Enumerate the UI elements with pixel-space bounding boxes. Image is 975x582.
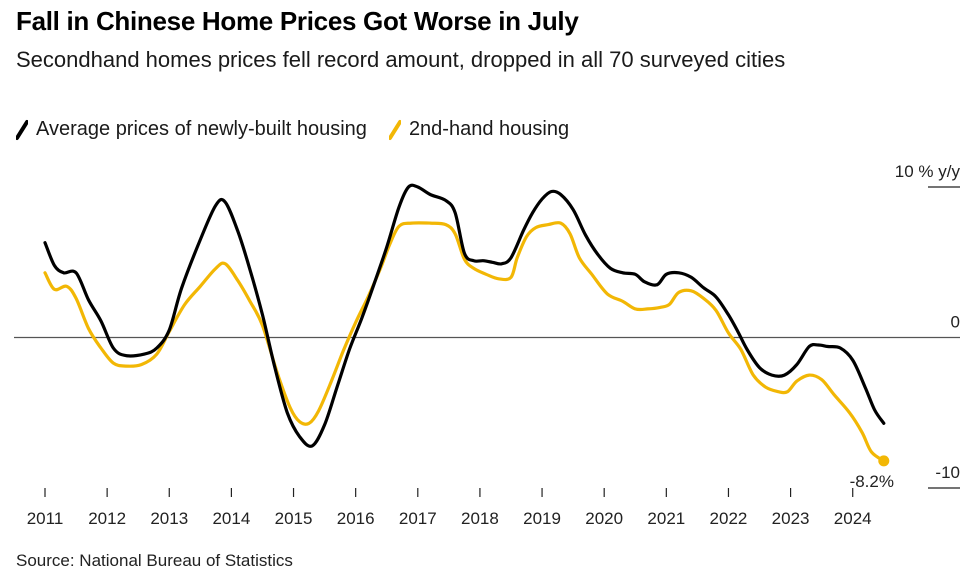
x-tick-label: 2024 <box>834 509 872 528</box>
x-tick-label: 2016 <box>337 509 375 528</box>
x-tick-label: 2012 <box>88 509 126 528</box>
legend: Average prices of newly-built housing 2n… <box>16 118 591 141</box>
series-line-secondhand <box>43 221 886 463</box>
legend-item-secondhand: 2nd-hand housing <box>388 118 570 141</box>
legend-label-new-housing: Average prices of newly-built housing <box>36 118 367 140</box>
source-note: Source: National Bureau of Statistics <box>16 551 293 570</box>
legend-item-new-housing: Average prices of newly-built housing <box>16 118 367 141</box>
x-tick-label: 2022 <box>710 509 748 528</box>
legend-swatch-secondhand <box>388 119 401 140</box>
endpoint-marker-secondhand <box>878 455 890 467</box>
legend-swatch-new-housing <box>16 119 28 140</box>
x-tick-label: 2021 <box>647 509 685 528</box>
x-tick-label: 2017 <box>399 509 437 528</box>
x-tick-label: 2013 <box>150 509 188 528</box>
legend-label-secondhand: 2nd-hand housing <box>408 118 570 140</box>
x-tick-label: 2018 <box>461 509 499 528</box>
x-tick-label: 2019 <box>523 509 561 528</box>
y-tick-label: 0 <box>951 313 960 332</box>
x-tick-label: 2014 <box>212 509 250 528</box>
x-tick-label: 2011 <box>27 509 64 528</box>
x-tick-label: 2020 <box>585 509 623 528</box>
chart-subtitle: Secondhand homes prices fell record amou… <box>16 47 786 72</box>
y-tick-label: -10 <box>935 463 960 482</box>
chart-title: Fall in Chinese Home Prices Got Worse in… <box>16 6 579 36</box>
annotation-label: -8.2% <box>850 472 894 491</box>
series-line-new-housing <box>43 183 886 448</box>
x-tick-label: 2023 <box>772 509 810 528</box>
x-tick-label: 2015 <box>275 509 313 528</box>
y-tick-label: 10 % y/y <box>895 162 961 181</box>
